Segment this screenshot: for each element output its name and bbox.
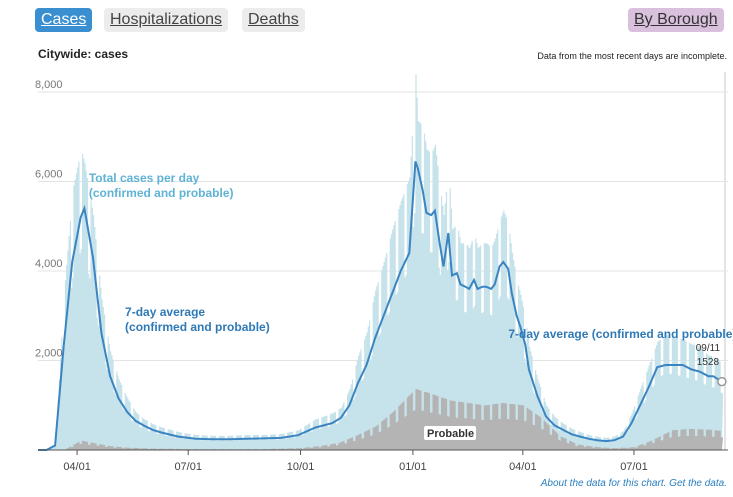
- seven-day-average-label-right: 7-day average (confirmed and probable): [508, 327, 733, 341]
- seven-day-average-line: [38, 161, 723, 451]
- tab-hospitalizations[interactable]: Hospitalizations: [104, 8, 229, 32]
- incomplete-data-note: Data from the most recent days are incom…: [537, 51, 727, 61]
- cases-chart: 2,000 4,000 6,000 8,000 04/01 07/01 10/01 01/0…: [35, 72, 733, 470]
- x-tick-label-3: 01/01: [399, 461, 427, 470]
- x-axis-ticks: 04/01 07/01 10/01 01/01 04/01 07/01: [63, 450, 648, 470]
- annotation-line: Total cases per day: [89, 171, 200, 185]
- tab-by-borough[interactable]: By Borough: [628, 8, 724, 32]
- total-cases-label: Total cases per day (confirmed and probab…: [89, 171, 234, 200]
- total-cases-bars: [38, 74, 724, 450]
- annotation-line: 7-day average: [125, 305, 205, 319]
- x-tick-label-0: 04/01: [63, 461, 91, 470]
- y-tick-label-2000: 2,000: [35, 348, 63, 360]
- annotation-line: (confirmed and probable): [125, 320, 270, 334]
- chart-tabs: Cases Hospitalizations Deaths By Borough: [0, 0, 733, 40]
- annotation-line: (confirmed and probable): [89, 186, 234, 200]
- tab-cases[interactable]: Cases: [35, 8, 93, 32]
- x-tick-label-1: 07/01: [174, 461, 202, 470]
- get-data-link[interactable]: Get the data.: [669, 478, 727, 489]
- x-tick-label-5: 07/01: [620, 461, 648, 470]
- y-tick-label-4000: 4,000: [35, 258, 63, 270]
- probable-label-background: [424, 426, 477, 440]
- last-value-marker: [717, 376, 727, 387]
- chart-footer: About the data for this chart. Get the d…: [541, 478, 727, 489]
- last-value-label: 1528: [697, 357, 720, 368]
- seven-day-average-label-left: 7-day average (confirmed and probable): [125, 305, 270, 334]
- about-data-link[interactable]: About the data for this chart.: [540, 478, 667, 489]
- last-date-label: 09/11: [696, 343, 721, 354]
- x-tick-label-4: 04/01: [509, 461, 537, 470]
- probable-cases-bars: [38, 388, 724, 450]
- annotation-line: 7-day average (confirmed and probable): [508, 327, 733, 341]
- tab-deaths[interactable]: Deaths: [242, 8, 305, 32]
- y-axis-ticks: 2,000 4,000 6,000 8,000: [35, 79, 63, 360]
- y-tick-label-6000: 6,000: [35, 169, 63, 181]
- x-tick-label-2: 10/01: [287, 461, 315, 470]
- incomplete-data-band: [724, 72, 726, 450]
- y-tick-label-8000: 8,000: [35, 79, 63, 91]
- chart-subtitle: Citywide: cases: [38, 47, 129, 61]
- probable-label: Probable: [427, 428, 474, 440]
